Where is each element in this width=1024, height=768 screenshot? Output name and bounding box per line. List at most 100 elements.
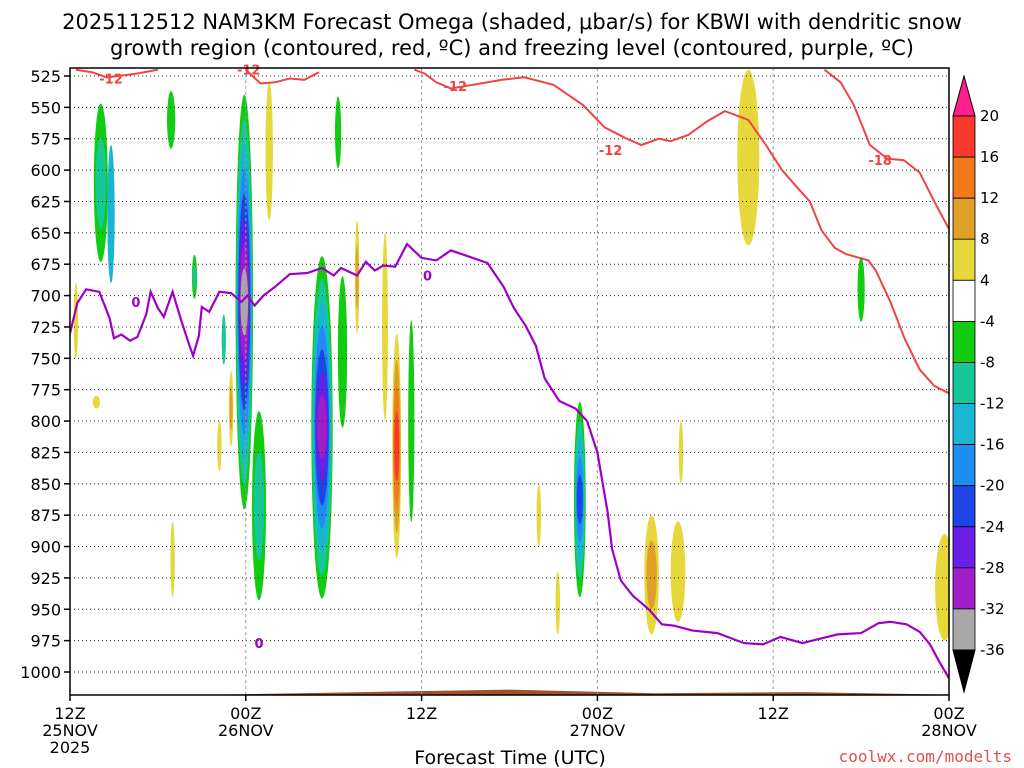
omega-cell-33-level-5 <box>576 474 583 525</box>
y-tick-label-1000: 1000 <box>20 663 61 682</box>
omega-cell-48-level-0 <box>768 433 776 522</box>
omega-cell-2-level-0 <box>92 395 101 409</box>
dgz-minus12-contour-0 <box>75 68 159 79</box>
colorbar-label-6: -8 <box>980 354 995 372</box>
credit-text: coolwx.com/modelts <box>839 747 1012 766</box>
omega-cell-17-level-1 <box>337 276 348 428</box>
omega-cell-30-level-0 <box>485 521 490 585</box>
dgz-minus18-contour <box>823 68 949 230</box>
omega-cell-15-level-0 <box>279 521 286 610</box>
dgz-minus12-label-1: -12 <box>237 64 261 79</box>
colorbar-swatch-3 <box>952 197 976 240</box>
x-tick-label-3-0: 00Z <box>582 704 613 723</box>
colorbar-swatch-10 <box>952 485 976 528</box>
terrain <box>70 689 949 695</box>
omega-cell-47-level-0 <box>757 395 763 459</box>
omega-cell-6-level-2 <box>192 264 197 290</box>
omega-cell-0-level-2 <box>95 137 106 229</box>
colorbar-swatch-9 <box>952 444 976 487</box>
colorbar-label-8: -16 <box>980 436 1005 454</box>
colorbar-swatch-7 <box>952 362 976 404</box>
colorbar-swatch-5 <box>952 279 976 322</box>
colorbar-swatch-12 <box>952 567 976 610</box>
x-tick-label-4-0: 12Z <box>758 704 789 723</box>
colorbar-label-13: -36 <box>980 641 1005 659</box>
colorbar-swatch-4 <box>952 238 976 281</box>
omega-cell-39-level-1 <box>646 540 657 609</box>
omega-cell-14-level-0 <box>289 82 300 246</box>
omega-cell-7-level-1 <box>221 314 226 365</box>
y-tick-label-550: 550 <box>30 98 61 117</box>
omega-cell-20-level-1 <box>335 96 342 169</box>
omega-cell-16-level-7 <box>317 395 327 459</box>
omega-cell-28-level-0 <box>422 396 427 447</box>
omega-cell-5-level-1 <box>167 91 176 149</box>
omega-cell-41-level-0 <box>678 421 684 484</box>
omega-cell-3-level-0 <box>91 458 99 497</box>
omega-cell-9-level-1 <box>229 386 233 431</box>
y-tick-label-725: 725 <box>30 318 61 337</box>
colorbar-label-7: -12 <box>980 395 1005 413</box>
x-tick-label-1-0: 00Z <box>230 704 261 723</box>
x-tick-label-3-1: 27NOV <box>570 721 626 740</box>
freezing-level-contour <box>70 242 949 679</box>
terrain-surface <box>70 689 949 695</box>
omega-cell-52-level-0 <box>935 534 949 641</box>
y-tick-label-925: 925 <box>30 569 61 588</box>
colorbar-label-11: -28 <box>980 559 1005 577</box>
y-tick-label-875: 875 <box>30 506 61 525</box>
omega-cell-25-level-1 <box>408 320 415 522</box>
y-tick-label-850: 850 <box>30 475 61 494</box>
x-tick-label-1-1: 26NOV <box>218 721 274 740</box>
x-tick-label-0-0: 12Z <box>54 704 85 723</box>
y-tick-label-575: 575 <box>30 130 61 149</box>
y-tick-label-800: 800 <box>30 412 61 431</box>
omega-cell-4-level-0 <box>73 283 79 359</box>
y-tick-label-650: 650 <box>30 224 61 243</box>
omega-cell-22-level-0 <box>362 107 367 233</box>
omega-cell-13-level-0 <box>265 82 273 221</box>
dgz-minus12-label-3: -12 <box>599 144 623 159</box>
freezing-level-label: 0 <box>254 637 263 652</box>
colorbar-label-1: 16 <box>980 148 999 166</box>
y-tick-label-525: 525 <box>30 67 61 86</box>
omega-cell-42-level-0 <box>639 534 644 585</box>
chart-title-line1: 2025112512 NAM3KM Forecast Omega (shaded… <box>62 10 962 34</box>
omega-cell-43-level-0 <box>697 157 703 233</box>
y-tick-label-675: 675 <box>30 255 61 274</box>
omega-cell-10-level-0 <box>170 521 175 597</box>
colorbar-top-triangle <box>952 74 976 117</box>
colorbar-swatch-8 <box>952 403 976 445</box>
temperature-contours <box>70 68 949 679</box>
y-tick-label-600: 600 <box>30 161 61 180</box>
omega-cell-38-level-0 <box>681 69 689 296</box>
dgz-minus12-label-0: -12 <box>99 73 123 88</box>
dgz-minus12-contour-2 <box>413 68 949 395</box>
omega-cell-50-level-0 <box>831 421 836 459</box>
colorbar-label-2: 12 <box>980 189 999 207</box>
x-axis-label: Forecast Time (UTC) <box>414 747 605 768</box>
y-tick-label-825: 825 <box>30 443 61 462</box>
omega-cell-35-level-0 <box>634 145 640 321</box>
omega-cell-1-level-0 <box>107 145 115 283</box>
omega-cell-26-level-0 <box>404 69 410 221</box>
y-tick-label-700: 700 <box>30 287 61 306</box>
colorbar-label-12: -32 <box>980 600 1005 618</box>
omega-cell-37-level-0 <box>659 69 670 309</box>
dgz-minus18-label: -18 <box>868 154 892 169</box>
omega-cell-40-level-0 <box>670 521 686 622</box>
colorbar-label-0: 20 <box>980 107 999 125</box>
y-tick-label-750: 750 <box>30 349 61 368</box>
dgz-minus12-label-2: -12 <box>444 80 468 95</box>
plot-grid <box>70 68 949 695</box>
colorbar-swatch-1 <box>952 115 976 158</box>
omega-cell-19-level-0 <box>316 69 322 171</box>
colorbar-swatch-13 <box>952 608 976 651</box>
omega-cell-36-level-0 <box>621 364 627 421</box>
omega-cell-11-level-0 <box>217 421 222 472</box>
omega-cell-12-level-2 <box>253 451 265 561</box>
colorbar-label-10: -24 <box>980 518 1005 536</box>
omega-cell-24-level-4 <box>394 411 400 481</box>
colorbar-label-3: 8 <box>980 230 990 248</box>
